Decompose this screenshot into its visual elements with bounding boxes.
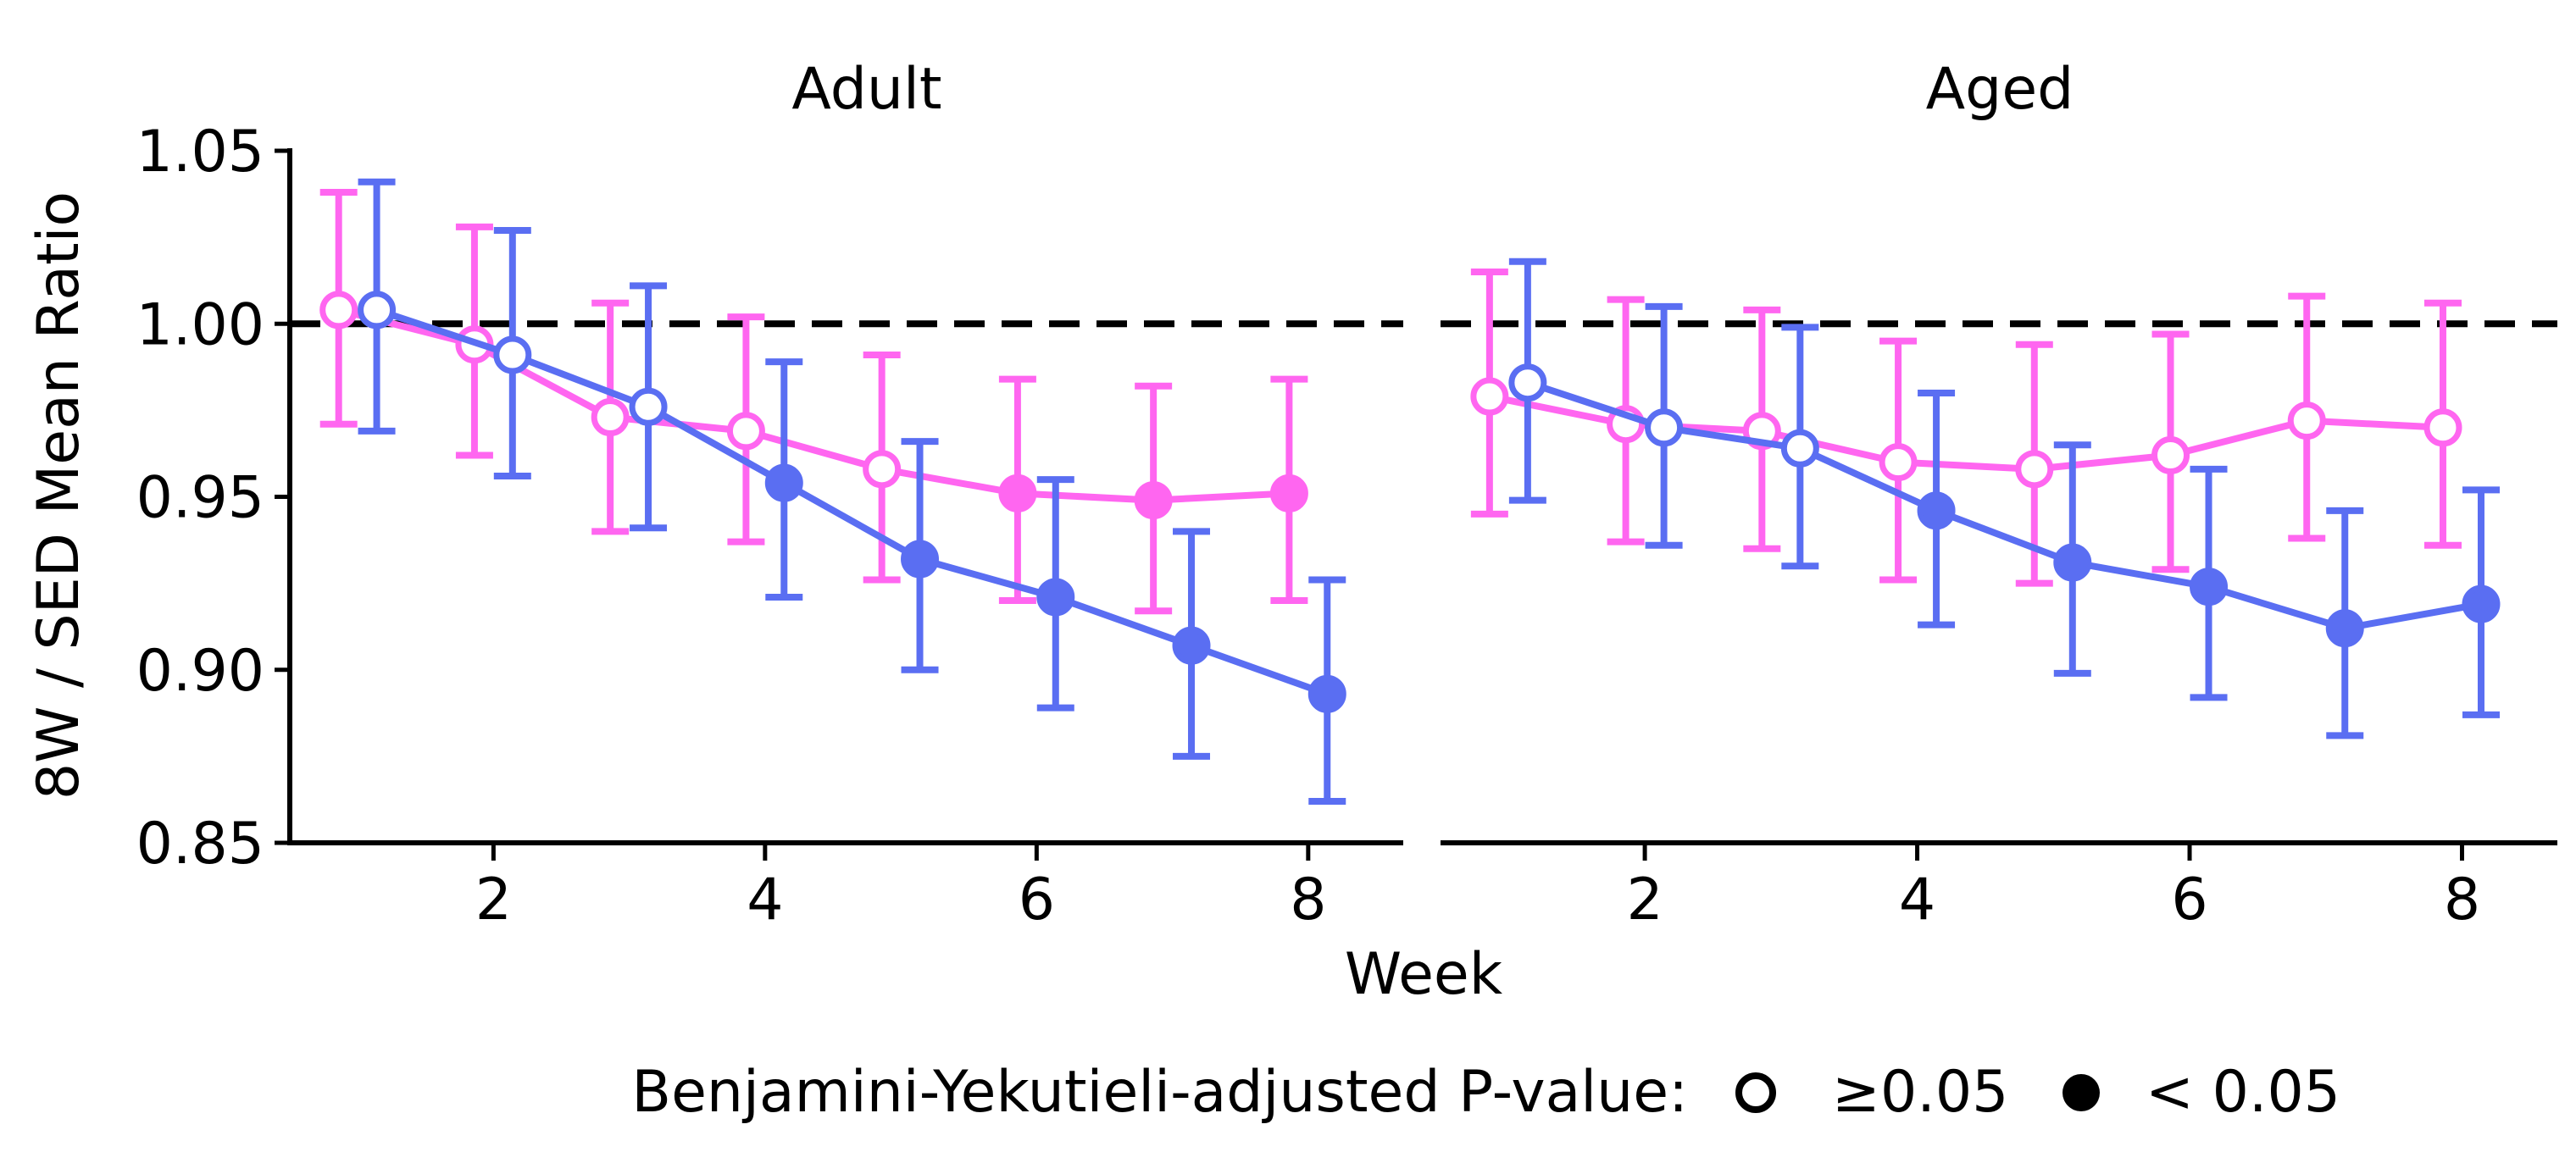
data-point: [2151, 435, 2190, 474]
data-point: [1645, 408, 1684, 447]
panel-title-aged: Aged: [1926, 56, 2074, 123]
series-blue: [358, 178, 1346, 805]
legend: Benjamini-Yekutieli-adjusted P-value: ≥0…: [631, 1059, 2340, 1126]
x-tick-label: 6: [2171, 867, 2207, 933]
y-tick-label: 1.05: [136, 119, 264, 186]
data-point: [319, 291, 358, 330]
y-axis-label: 8W / SED Mean Ratio: [25, 191, 92, 800]
data-point: [2423, 408, 2462, 447]
series-pink: [1470, 268, 2462, 587]
data-point: [1134, 481, 1173, 520]
data-point: [2462, 584, 2501, 623]
x-tick-label: 2: [475, 867, 512, 933]
data-point: [1269, 474, 1308, 512]
series-blue: [1508, 258, 2501, 739]
data-point: [2287, 402, 2326, 440]
data-point: [1036, 578, 1075, 617]
data-point: [1307, 674, 1346, 713]
data-point: [1780, 429, 1819, 468]
open-circle-icon: [1735, 1072, 1776, 1113]
series-pink: [319, 189, 1308, 615]
y-ticks: 0.85 0.90 0.95 1.00 1.05: [136, 119, 290, 878]
x-tick-label: 8: [2444, 867, 2480, 933]
data-point: [629, 387, 668, 426]
x-tick-label: 6: [1019, 867, 1055, 933]
data-point: [764, 463, 803, 502]
data-point: [901, 540, 940, 579]
panel-adult: Adult 0.85 0.90 0.95 1.00 1.05 2 4 6 8: [136, 56, 1403, 933]
x-tick-label: 2: [1626, 867, 1663, 933]
series-line: [375, 307, 1329, 698]
panel-aged-series: [1470, 258, 2501, 739]
data-point: [358, 291, 397, 330]
data-point: [1879, 443, 1918, 482]
x-axis-label: Week: [1345, 941, 1503, 1008]
panel-title-adult: Adult: [791, 56, 941, 123]
data-point: [726, 412, 765, 451]
y-tick-label: 1.00: [136, 291, 264, 358]
x-tick-label: 4: [747, 867, 783, 933]
panel-adult-series: [319, 178, 1346, 805]
x-ticks-aged: 2 4 6 8: [1626, 845, 2480, 933]
data-point: [2015, 450, 2054, 489]
y-tick-label: 0.85: [136, 811, 264, 878]
x-tick-label: 8: [1290, 867, 1326, 933]
x-tick-label: 4: [1899, 867, 1935, 933]
x-ticks-adult: 2 4 6 8: [475, 845, 1326, 933]
data-point: [2053, 543, 2092, 582]
data-point: [2190, 568, 2229, 606]
panel-aged: Aged 2 4 6 8: [1441, 56, 2557, 933]
series-line: [1526, 379, 2482, 632]
data-point: [863, 450, 902, 489]
data-point: [493, 335, 532, 374]
legend-item-nonsignificant: ≥0.05: [1832, 1059, 2008, 1126]
data-point: [1917, 491, 1956, 530]
y-tick-label: 0.90: [136, 638, 264, 705]
filled-circle-icon: [2062, 1074, 2100, 1111]
legend-title: Benjamini-Yekutieli-adjusted P-value:: [631, 1059, 1688, 1126]
data-point: [2325, 609, 2364, 648]
data-point: [1172, 626, 1211, 665]
y-tick-label: 0.95: [136, 465, 264, 532]
data-point: [591, 398, 630, 437]
data-point: [1470, 377, 1509, 416]
data-point: [1508, 363, 1547, 402]
legend-item-significant: < 0.05: [2146, 1059, 2340, 1126]
data-point: [998, 474, 1037, 512]
